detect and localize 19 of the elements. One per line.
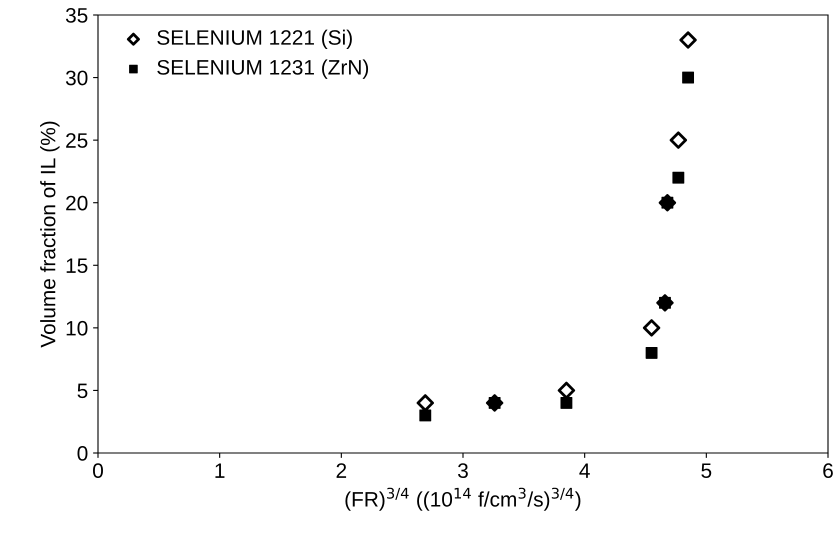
x-tick-label: 4 xyxy=(579,463,590,478)
x-tick-label: 6 xyxy=(823,463,833,478)
y-tick-label: 0 xyxy=(78,446,88,461)
x-tick-label: 3 xyxy=(458,463,468,478)
y-tick-label: 15 xyxy=(66,258,88,274)
legend-label: SELENIUM 1231 (ZrN) xyxy=(157,59,368,79)
x-tick-label: 2 xyxy=(336,463,346,478)
y-tick-label: 35 xyxy=(66,8,88,23)
legend-label: SELENIUM 1221 (Si) xyxy=(157,30,352,49)
y-tick-label: 30 xyxy=(66,70,88,86)
y-tick-label: 10 xyxy=(66,320,88,336)
text: (FR)$^{3/4}$ ((10$^{14}$ f/cm$^{3}$/s)$^{3/4}$) xyxy=(345,488,580,511)
y-tick-label: 25 xyxy=(66,133,88,148)
y-tick-label: 5 xyxy=(78,384,88,398)
x-tick-label: 5 xyxy=(701,463,712,478)
x-tick-label: 1 xyxy=(215,463,224,478)
x-tick-label: 0 xyxy=(93,463,103,478)
y-axis-title: Volume fraction of IL (%) xyxy=(40,122,60,348)
y-tick-label: 20 xyxy=(66,196,88,210)
